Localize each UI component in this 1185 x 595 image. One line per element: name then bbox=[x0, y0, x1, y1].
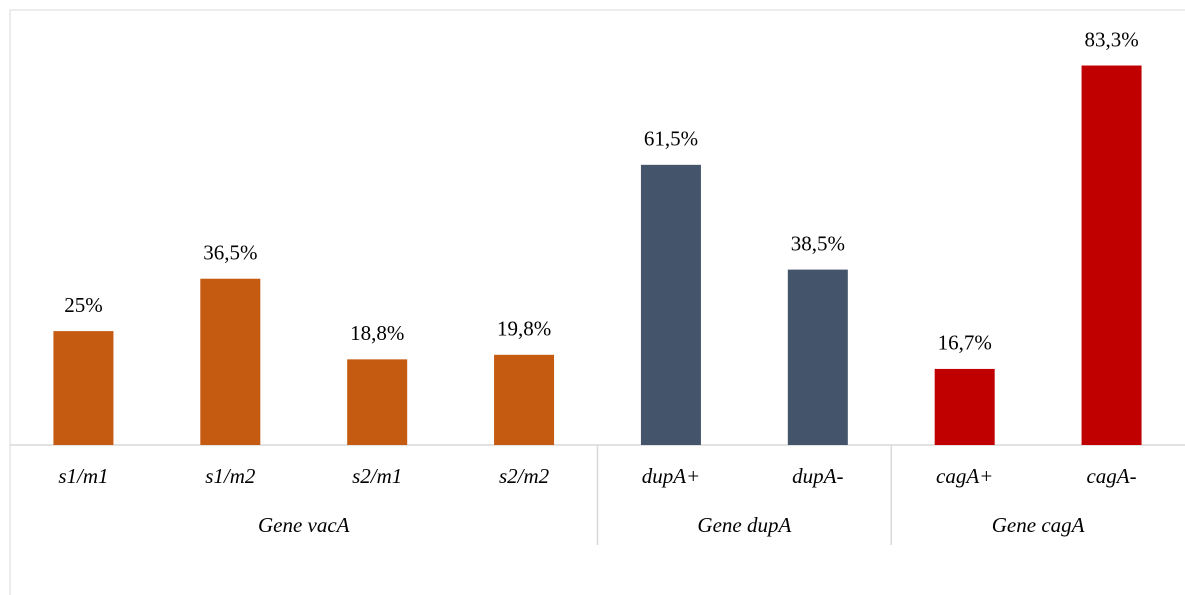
value-label: 25% bbox=[64, 293, 103, 317]
x-tick-label: dupA+ bbox=[642, 464, 701, 488]
value-label: 83,3% bbox=[1084, 27, 1138, 51]
value-label: 36,5% bbox=[203, 241, 257, 265]
x-tick-label: s2/m2 bbox=[499, 464, 550, 488]
value-label: 61,5% bbox=[644, 127, 698, 151]
bar bbox=[53, 331, 114, 445]
group-label: Gene cagA bbox=[992, 513, 1085, 537]
group-label: Gene vacA bbox=[258, 513, 350, 537]
value-label: 19,8% bbox=[497, 317, 551, 341]
bar bbox=[347, 359, 408, 445]
value-label: 18,8% bbox=[350, 321, 404, 345]
bar bbox=[1081, 65, 1142, 446]
bar bbox=[787, 269, 848, 445]
x-tick-label: cagA- bbox=[1086, 464, 1136, 488]
x-tick-label: s2/m1 bbox=[352, 464, 402, 488]
x-tick-label: dupA- bbox=[792, 464, 843, 488]
value-label: 16,7% bbox=[938, 331, 992, 355]
bar bbox=[494, 354, 555, 445]
x-tick-label: s1/m2 bbox=[205, 464, 256, 488]
group-label: Gene dupA bbox=[697, 513, 791, 537]
x-tick-label: s1/m1 bbox=[58, 464, 108, 488]
bar bbox=[640, 164, 701, 446]
x-tick-label: cagA+ bbox=[936, 464, 993, 488]
value-label: 38,5% bbox=[791, 231, 845, 255]
chart-frame bbox=[9, 9, 1185, 595]
bar bbox=[200, 278, 261, 445]
bar bbox=[934, 368, 995, 445]
